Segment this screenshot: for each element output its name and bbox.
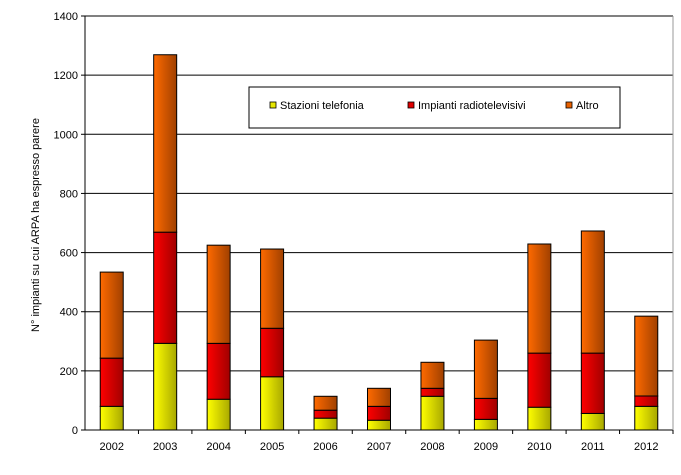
bar-impianti-radiotelevisivi-2005: [260, 327, 285, 378]
legend-label: Stazioni telefonia: [280, 100, 365, 112]
bar-impianti-radiotelevisivi-2007: [367, 405, 391, 421]
bar-impianti-radiotelevisivi-2004: [206, 342, 231, 400]
bar-altro-2002: [99, 271, 124, 359]
legend-label: Impianti radiotelevisivi: [418, 100, 526, 112]
bar-altro-2008: [420, 361, 445, 389]
y-tick-label: 1000: [54, 129, 78, 141]
y-tick-label: 400: [60, 307, 78, 319]
legend-swatch: [407, 101, 415, 109]
bar-stazioni-telefonia-2010: [527, 406, 552, 431]
bar-impianti-radiotelevisivi-2012: [634, 395, 659, 407]
bar-altro-2007: [367, 387, 391, 407]
bar-altro-2003: [153, 54, 178, 233]
bar-stazioni-telefonia-2002: [99, 405, 124, 431]
legend-box: [248, 86, 621, 129]
legend-swatch: [565, 101, 573, 109]
bar-altro-2009: [473, 339, 498, 399]
y-tick-label: 800: [60, 188, 78, 200]
bar-stazioni-telefonia-2004: [206, 398, 231, 431]
bar-altro-2004: [206, 244, 231, 344]
bar-stazioni-telefonia-2009: [473, 418, 498, 431]
x-tick-label: 2009: [474, 441, 498, 453]
legend: Stazioni telefonia Impianti radiotelevisi…: [248, 86, 621, 129]
bar-stazioni-telefonia-2006: [313, 417, 338, 431]
bar-altro-2011: [580, 230, 605, 354]
x-tick-label: 2012: [634, 441, 658, 453]
y-tick-label: 600: [60, 248, 78, 260]
y-tick-label: 1400: [54, 11, 78, 23]
bar-impianti-radiotelevisivi-2011: [580, 352, 605, 414]
x-tick-label: 2011: [581, 441, 605, 453]
bar-stazioni-telefonia-2003: [153, 342, 178, 431]
bar-stazioni-telefonia-2011: [580, 412, 605, 431]
bar-impianti-radiotelevisivi-2003: [153, 231, 178, 344]
bar-stazioni-telefonia-2008: [420, 395, 445, 431]
bar-impianti-radiotelevisivi-2008: [420, 387, 445, 397]
y-tick-label: 200: [60, 366, 78, 378]
bar-impianti-radiotelevisivi-2009: [473, 397, 498, 420]
bar-impianti-radiotelevisivi-2002: [99, 357, 124, 407]
legend-swatch: [269, 101, 277, 109]
bar-altro-2010: [527, 243, 552, 354]
x-tick-label: 2010: [527, 441, 551, 453]
y-axis-label: N° impianti su cui ARPA ha espresso pare…: [30, 118, 42, 332]
x-tick-label: 2004: [206, 441, 230, 453]
bar-impianti-radiotelevisivi-2006: [313, 409, 338, 419]
bar-impianti-radiotelevisivi-2010: [527, 352, 552, 408]
x-tick-label: 2002: [99, 441, 123, 453]
y-tick-label: 1200: [54, 70, 78, 82]
legend-label: Altro: [576, 100, 599, 112]
bar-stazioni-telefonia-2007: [367, 419, 391, 431]
x-tick-label: 2005: [260, 441, 284, 453]
x-tick-label: 2003: [153, 441, 177, 453]
x-tick-label: 2006: [313, 441, 337, 453]
y-tick-label: 0: [72, 425, 78, 437]
x-tick-label: 2007: [367, 441, 391, 453]
bar-altro-2005: [260, 248, 285, 329]
bar-stazioni-telefonia-2005: [260, 376, 285, 431]
bar-altro-2012: [634, 315, 659, 397]
bar-stazioni-telefonia-2012: [634, 405, 659, 431]
bar-altro-2006: [313, 395, 338, 411]
x-tick-label: 2008: [420, 441, 444, 453]
